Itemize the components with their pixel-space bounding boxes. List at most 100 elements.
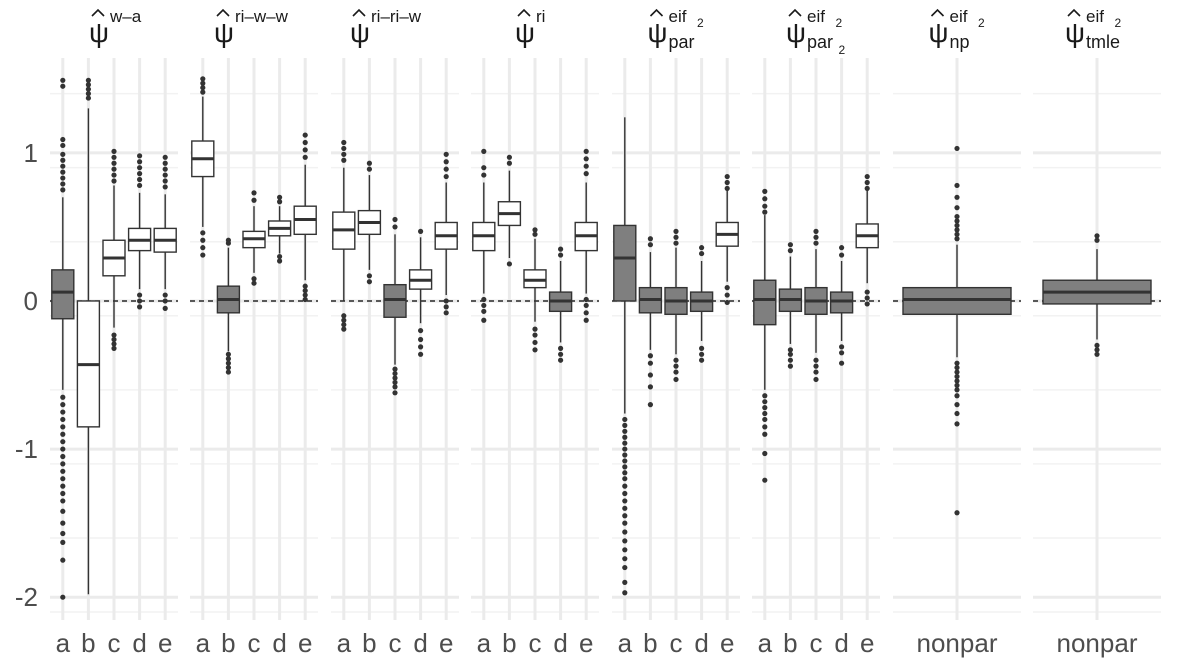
panel-title: ψw–a xyxy=(89,7,142,48)
outlier-point xyxy=(200,252,206,258)
outlier-point xyxy=(954,369,960,375)
outlier-point xyxy=(506,154,512,160)
hat-accent-icon xyxy=(352,8,366,17)
boxplot-b xyxy=(357,160,382,285)
x-tick-label: nonpar xyxy=(1057,628,1138,658)
box-iqr xyxy=(753,279,777,326)
x-tick-label: e xyxy=(298,628,312,658)
outlier-point xyxy=(200,76,206,82)
outlier-point xyxy=(111,345,117,351)
outlier-point xyxy=(647,353,654,359)
outlier-point xyxy=(787,347,794,353)
outlier-point xyxy=(813,228,819,234)
outlier-point xyxy=(60,439,66,445)
outlier-point xyxy=(481,302,487,309)
panel-title-superscript: ri–w–w xyxy=(235,7,289,26)
grid-layer xyxy=(50,58,1161,620)
x-tick-label: nonpar xyxy=(917,628,998,658)
outlier-point xyxy=(302,296,308,303)
x-tick-label: c xyxy=(108,628,121,658)
outlier-point xyxy=(341,139,347,146)
outlier-point xyxy=(583,148,589,154)
outlier-point xyxy=(60,453,66,460)
outlier-point xyxy=(622,458,628,464)
outlier-point xyxy=(111,341,117,347)
panel-title: ψri–w–w xyxy=(214,7,289,48)
outlier-point xyxy=(443,298,449,304)
boxplot-e xyxy=(715,173,739,306)
outlier-point xyxy=(954,222,960,229)
outlier-point xyxy=(762,196,768,202)
outlier-point xyxy=(60,151,66,157)
x-tick-label: e xyxy=(158,628,172,658)
outlier-point xyxy=(622,483,628,489)
outlier-point xyxy=(532,339,538,346)
outlier-point xyxy=(200,80,206,86)
outlier-point xyxy=(699,245,705,251)
y-tick-label: 0 xyxy=(24,286,38,316)
outlier-point xyxy=(200,85,206,91)
boxplot-nonpar xyxy=(1042,233,1152,357)
outlier-point xyxy=(225,360,231,366)
outlier-point xyxy=(392,370,398,377)
outlier-point xyxy=(954,236,960,242)
outlier-point xyxy=(787,357,794,363)
outlier-point xyxy=(839,360,845,366)
outlier-point xyxy=(85,82,91,88)
outlier-point xyxy=(622,422,628,428)
x-tick-label: c xyxy=(389,628,402,658)
outlier-point xyxy=(302,147,308,153)
outlier-point xyxy=(60,508,66,514)
boxplot-c xyxy=(242,190,266,286)
x-tick-label: d xyxy=(694,628,708,658)
boxplot-a xyxy=(191,76,215,258)
outlier-point xyxy=(1094,347,1100,353)
outlier-point xyxy=(724,185,730,192)
boxplot-b xyxy=(76,77,101,595)
boxplot-a xyxy=(753,188,777,483)
outlier-point xyxy=(392,384,398,390)
boxplot-c xyxy=(102,148,126,351)
x-axis: a b c d e a b c d e a b c d e a b c d e a b c d e a b c d e nonpar nonp… xyxy=(56,628,1138,658)
outlier-point xyxy=(1094,342,1100,349)
outlier-point xyxy=(111,160,117,166)
outlier-point xyxy=(813,376,819,383)
outlier-point xyxy=(481,172,487,178)
outlier-point xyxy=(60,416,66,423)
outlier-point xyxy=(225,351,231,357)
outlier-point xyxy=(85,91,91,97)
x-tick-label: e xyxy=(439,628,453,658)
outlier-point xyxy=(137,159,143,165)
outlier-point xyxy=(954,387,960,393)
outlier-point xyxy=(60,557,66,563)
panel-title-base: ψ xyxy=(929,17,949,48)
x-tick-label: e xyxy=(579,628,593,658)
outlier-point xyxy=(481,308,487,314)
panel-title-subscript: np xyxy=(950,32,970,52)
panel-title-base: ψ xyxy=(350,17,370,48)
panel-title-subscript: par xyxy=(807,32,833,52)
outlier-point xyxy=(1094,233,1100,239)
outlier-point xyxy=(302,288,308,294)
outlier-point xyxy=(225,365,231,371)
outlier-point xyxy=(954,231,960,237)
outlier-point xyxy=(622,529,628,535)
boxplot-e xyxy=(434,151,458,316)
panel-title-superscript-subscript: 2 xyxy=(978,16,985,30)
panel-title-base: ψ xyxy=(1065,17,1085,48)
outlier-point xyxy=(762,450,768,457)
outlier-point xyxy=(481,296,487,303)
panel-title-base: ψ xyxy=(515,17,535,48)
outlier-point xyxy=(699,345,705,351)
outlier-point xyxy=(418,228,424,234)
outlier-point xyxy=(225,356,231,362)
outlier-point xyxy=(647,360,654,366)
outlier-point xyxy=(60,539,66,545)
outlier-point xyxy=(864,185,870,192)
boxplot-e xyxy=(293,132,317,303)
outlier-point xyxy=(724,292,730,298)
outlier-point xyxy=(787,242,794,248)
outlier-point xyxy=(762,399,768,405)
outlier-point xyxy=(60,431,66,437)
